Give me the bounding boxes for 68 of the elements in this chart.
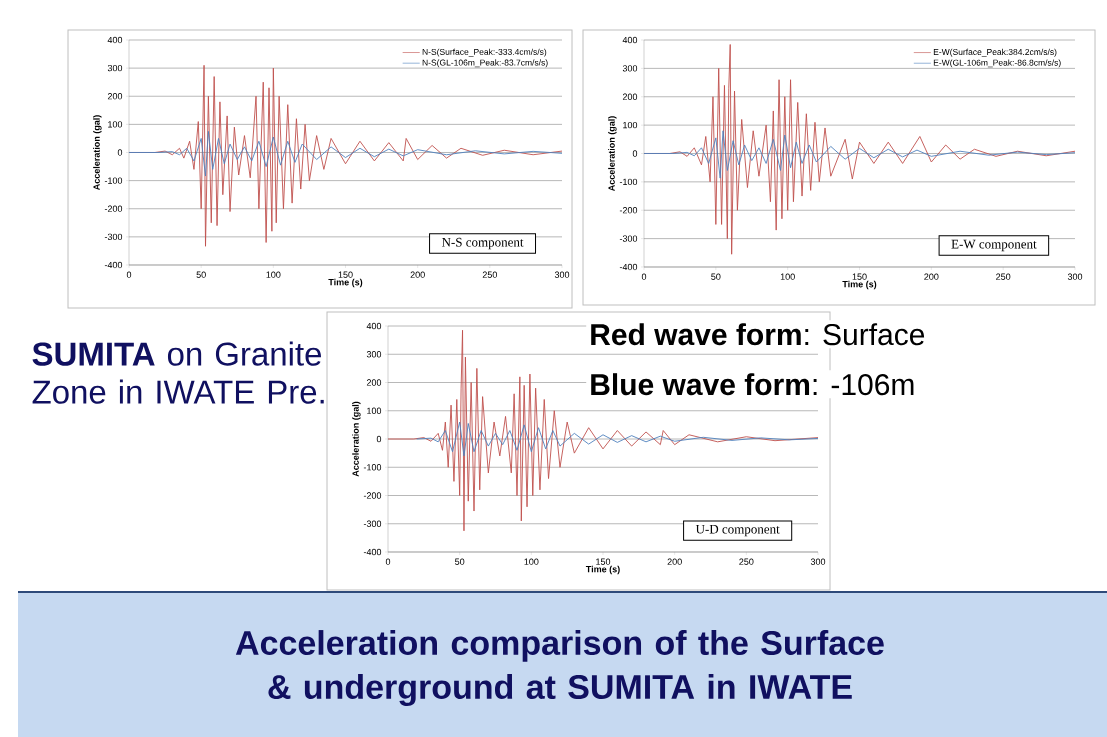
y-tick-label: -100 xyxy=(104,177,123,184)
y-tick-label: -300 xyxy=(619,235,638,242)
x-tick-label: 100 xyxy=(524,558,539,565)
x-tick-label: 150 xyxy=(852,273,867,280)
annotation: U-D component xyxy=(695,524,780,537)
y-tick-label: 100 xyxy=(367,407,382,414)
legend-label: E-W(Surface_Peak:384.2cm/s/s) xyxy=(933,48,1057,57)
y-tick-label: -300 xyxy=(363,520,382,527)
y-tick-label: 400 xyxy=(107,36,123,44)
x-tick-label: 250 xyxy=(482,271,497,278)
y-tick-label: 200 xyxy=(366,379,382,386)
y-tick-label: -100 xyxy=(619,178,638,186)
x-tick-label: 50 xyxy=(196,271,206,278)
y-tick-label: 300 xyxy=(622,65,638,72)
y-tick-label: 200 xyxy=(622,93,638,100)
y-tick-label: 100 xyxy=(108,121,123,128)
y-tick-label: -400 xyxy=(104,261,123,269)
annotation: Red wave form: Surface xyxy=(591,323,925,346)
x-axis-title: Time (s) xyxy=(842,280,877,290)
y-tick-label: 400 xyxy=(622,36,638,44)
x-tick-label: 200 xyxy=(410,271,425,278)
line-series xyxy=(129,130,563,177)
y-tick-label: -100 xyxy=(363,464,382,471)
y-tick-label: 100 xyxy=(623,121,638,129)
legend-label: N-S(Surface_Peak:-333.4cm/s/s) xyxy=(422,48,547,57)
y-tick-label: -300 xyxy=(104,233,123,241)
x-tick-label: 200 xyxy=(667,558,682,565)
x-tick-label: 0 xyxy=(641,273,647,280)
x-tick-label: 150 xyxy=(596,558,611,565)
annotation: Blue wave form: -106m xyxy=(591,373,914,396)
x-axis-title: Time (s) xyxy=(585,565,620,575)
text: SUMITA on Granite Zone in IWATE Pre. xyxy=(32,341,324,404)
x-tick-label: 300 xyxy=(554,271,570,278)
text: Acceleration comparison of the Surface & underground at SUMITA in IWATE xyxy=(235,630,884,706)
line-series xyxy=(416,421,819,457)
x-tick-label: 300 xyxy=(1067,273,1083,280)
y-tick-label: 0 xyxy=(117,149,123,156)
y-tick-label: 300 xyxy=(107,64,123,72)
x-axis-title: Time (s) xyxy=(328,278,363,288)
legend-label: N-S(GL-106m_Peak:-83.7cm/s/s) xyxy=(422,59,548,68)
y-tick-label: -400 xyxy=(363,548,382,556)
x-tick-label: 150 xyxy=(338,271,353,278)
y-tick-label: -400 xyxy=(619,263,638,271)
legend-label: E-W(GL-106m_Peak:-86.8cm/s/s) xyxy=(933,59,1061,68)
x-tick-label: 50 xyxy=(455,558,465,565)
x-tick-label: 100 xyxy=(780,273,795,280)
y-tick-label: 0 xyxy=(376,435,382,443)
x-tick-label: 200 xyxy=(924,273,939,280)
y-tick-label: -200 xyxy=(104,205,123,212)
annotation: E-W component xyxy=(951,239,1037,252)
x-tick-label: 100 xyxy=(266,271,281,278)
annotation: N-S component xyxy=(441,237,524,250)
x-tick-label: 300 xyxy=(810,558,826,565)
x-tick-label: 0 xyxy=(385,558,391,565)
y-axis-title: Acceleration (gal) xyxy=(608,116,617,192)
y-axis-title: Acceleration (gal) xyxy=(352,401,361,477)
y-tick-label: 300 xyxy=(366,351,382,358)
y-tick-label: 200 xyxy=(107,93,123,100)
y-tick-label: 0 xyxy=(632,150,638,157)
x-tick-label: 250 xyxy=(996,273,1011,280)
x-tick-label: 50 xyxy=(711,273,721,280)
y-axis-title: Acceleration (gal) xyxy=(93,115,102,191)
y-tick-label: -200 xyxy=(363,492,382,499)
y-tick-label: -200 xyxy=(619,207,638,214)
line-series xyxy=(644,130,1076,179)
x-tick-label: 250 xyxy=(739,558,754,565)
y-tick-label: 400 xyxy=(366,322,382,330)
x-tick-label: 0 xyxy=(126,271,132,278)
